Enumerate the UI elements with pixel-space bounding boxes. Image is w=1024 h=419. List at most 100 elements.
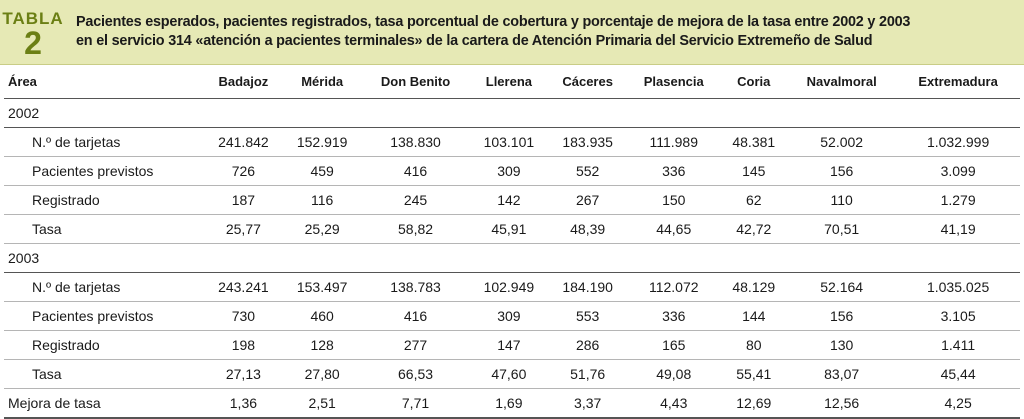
badge-number: 2 <box>24 25 42 61</box>
row-label: Tasa <box>4 214 204 244</box>
table-cell: 184.190 <box>548 272 628 302</box>
table-cell: 152.919 <box>282 127 362 157</box>
table-cell: 1.035.025 <box>896 272 1020 302</box>
table-cell: 51,76 <box>548 359 628 389</box>
table-badge: TABLA 2 <box>2 9 64 61</box>
table-cell: 4,43 <box>627 388 721 419</box>
table-cell: 116 <box>282 185 362 215</box>
table-row: Tasa 27,13 27,80 66,53 47,60 51,76 49,08 55,41 8… <box>4 359 1020 389</box>
year-label: 2003 <box>4 243 1020 273</box>
table-row: N.º de tarjetas 241.842 152.919 138.830 103.… <box>4 127 1020 157</box>
row-label: Pacientes previstos <box>4 301 204 331</box>
table-cell: 459 <box>282 156 362 186</box>
table-row: N.º de tarjetas 243.241 153.497 138.783 102.… <box>4 272 1020 302</box>
table-cell: 52.002 <box>787 127 897 157</box>
table-cell: 111.989 <box>627 127 721 157</box>
table-cell: 336 <box>627 301 721 331</box>
table-cell: 416 <box>361 301 470 331</box>
table-cell: 130 <box>787 330 897 360</box>
column-header: Mérida <box>282 64 362 99</box>
table-cell: 156 <box>787 156 897 186</box>
table-cell: 286 <box>548 330 628 360</box>
row-label: Tasa <box>4 359 204 389</box>
table-cell: 25,77 <box>204 214 283 244</box>
year-row: 2002 <box>4 98 1020 128</box>
table-cell: 55,41 <box>720 359 788 389</box>
row-label: N.º de tarjetas <box>4 272 204 302</box>
table-cell: 1.279 <box>896 185 1020 215</box>
table-cell: 153.497 <box>282 272 362 302</box>
table-cell: 48,39 <box>548 214 628 244</box>
title-line-2: en el servicio 314 «atención a pacientes… <box>76 33 873 49</box>
table-cell: 156 <box>787 301 897 331</box>
table-cell: 1,36 <box>204 388 283 419</box>
table-cell: 47,60 <box>469 359 549 389</box>
table-title: Pacientes esperados, pacientes registrad… <box>76 13 1016 51</box>
year-row: 2003 <box>4 243 1020 273</box>
table-cell: 165 <box>627 330 721 360</box>
table-cell: 48.129 <box>720 272 788 302</box>
table-cell: 27,13 <box>204 359 283 389</box>
data-table: Área Badajoz Mérida Don Benito Llerena Cácere… <box>4 64 1020 419</box>
table-cell: 150 <box>627 185 721 215</box>
column-header: Área <box>4 64 204 99</box>
table-cell: 138.830 <box>361 127 470 157</box>
table-cell: 66,53 <box>361 359 470 389</box>
table-cell: 2,51 <box>282 388 362 419</box>
table-cell: 70,51 <box>787 214 897 244</box>
row-label: N.º de tarjetas <box>4 127 204 157</box>
table-cell: 58,82 <box>361 214 470 244</box>
table-cell: 48.381 <box>720 127 788 157</box>
table-row: Mejora de tasa 1,36 2,51 7,71 1,69 3,37 4,43 12… <box>4 388 1020 419</box>
table-cell: 726 <box>204 156 283 186</box>
year-label: 2002 <box>4 98 1020 128</box>
table-cell: 198 <box>204 330 283 360</box>
table-row: Tasa 25,77 25,29 58,82 45,91 48,39 44,65 42,72 7… <box>4 214 1020 244</box>
table-row: Registrado 198 128 277 147 286 165 80 130 1.411 <box>4 330 1020 360</box>
table-cell: 12,69 <box>720 388 788 419</box>
table-cell: 62 <box>720 185 788 215</box>
table-cell: 309 <box>469 301 549 331</box>
table-cell: 12,56 <box>787 388 897 419</box>
table-cell: 128 <box>282 330 362 360</box>
table-cell: 336 <box>627 156 721 186</box>
table-cell: 3.105 <box>896 301 1020 331</box>
table-cell: 52.164 <box>787 272 897 302</box>
table-body: 2002 N.º de tarjetas 241.842 152.919 138.830… <box>4 98 1020 419</box>
table-cell: 3,37 <box>548 388 628 419</box>
row-label: Registrado <box>4 330 204 360</box>
table-cell: 45,44 <box>896 359 1020 389</box>
table-cell: 145 <box>720 156 788 186</box>
table-cell: 416 <box>361 156 470 186</box>
table-cell: 1.411 <box>896 330 1020 360</box>
table-cell: 147 <box>469 330 549 360</box>
table-cell: 103.101 <box>469 127 549 157</box>
table-cell: 183.935 <box>548 127 628 157</box>
table-cell: 110 <box>787 185 897 215</box>
table-cell: 83,07 <box>787 359 897 389</box>
table-cell: 243.241 <box>204 272 283 302</box>
table-cell: 7,71 <box>361 388 470 419</box>
table-cell: 553 <box>548 301 628 331</box>
table-cell: 245 <box>361 185 470 215</box>
table-row: Registrado 187 116 245 142 267 150 62 110 1.279 <box>4 185 1020 215</box>
table-cell: 49,08 <box>627 359 721 389</box>
table-cell: 1,69 <box>469 388 549 419</box>
table-cell: 277 <box>361 330 470 360</box>
table-cell: 730 <box>204 301 283 331</box>
table-cell: 460 <box>282 301 362 331</box>
table-header-band: TABLA 2 Pacientes esperados, pacientes r… <box>0 0 1024 65</box>
table-cell: 44,65 <box>627 214 721 244</box>
table-cell: 27,80 <box>282 359 362 389</box>
badge-label: TABLA <box>2 9 64 28</box>
column-header: Cáceres <box>548 64 628 99</box>
table-row: Pacientes previstos 726 459 416 309 552 336 145… <box>4 156 1020 186</box>
column-header: Don Benito <box>361 64 470 99</box>
table-cell: 552 <box>548 156 628 186</box>
table-cell: 144 <box>720 301 788 331</box>
table-cell: 142 <box>469 185 549 215</box>
table-cell: 138.783 <box>361 272 470 302</box>
row-label: Mejora de tasa <box>4 388 204 419</box>
table-cell: 112.072 <box>627 272 721 302</box>
table-cell: 25,29 <box>282 214 362 244</box>
